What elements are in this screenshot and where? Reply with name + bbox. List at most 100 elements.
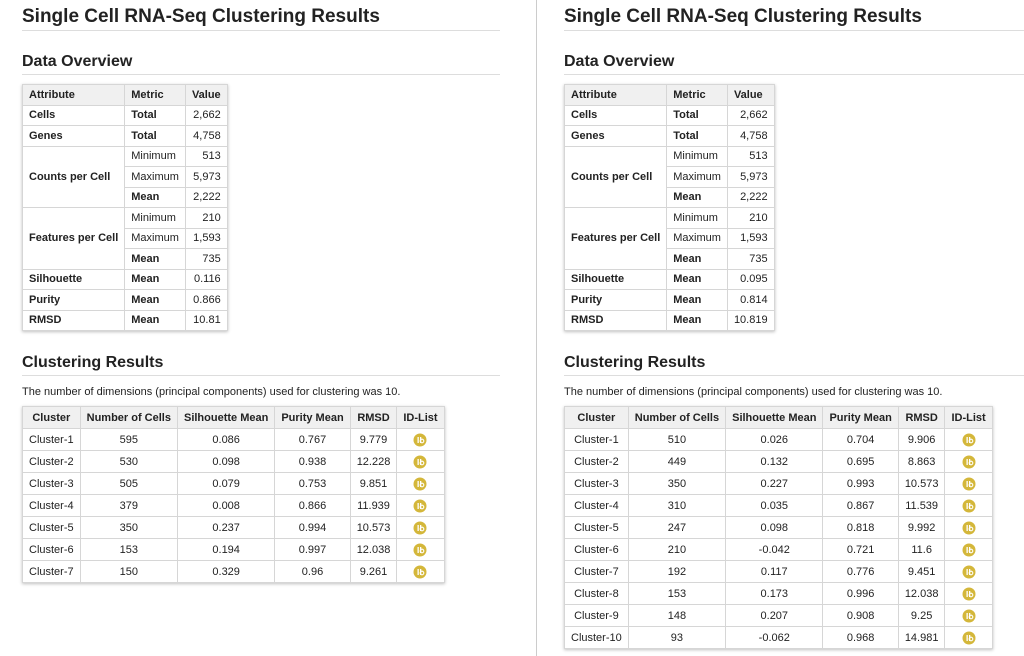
table-row: Features per Cell Minimum 210 (563, 207, 775, 270)
table-cell: 247 (627, 516, 727, 539)
column-header: Purity Mean (822, 406, 899, 429)
table-cell: 192 (627, 560, 727, 583)
value-cell: 2,662 (184, 104, 228, 126)
id-list-icon[interactable] (413, 433, 427, 447)
attribute-cell: Features per Cell (21, 207, 126, 270)
table-cell: 0.008 (176, 494, 276, 517)
table-row: Silhouette Mean 0.116 (21, 268, 228, 290)
id-list-icon[interactable] (962, 565, 976, 579)
id-list-cell (944, 604, 993, 627)
id-list-cell (396, 538, 445, 561)
table-row: Cluster-10 93 -0.062 0.968 14.981 (564, 626, 993, 649)
table-row: Silhouette Mean 0.095 (563, 268, 775, 290)
metric-cell: Minimum (124, 207, 186, 229)
column-header: Attribute (563, 84, 668, 106)
metric-cell: Minimum (666, 207, 728, 229)
table-cell: Cluster-4 (22, 494, 81, 517)
table-cell: 93 (627, 626, 727, 649)
table-cell: Cluster-10 (564, 626, 629, 649)
column-header: Silhouette Mean (176, 406, 276, 429)
table-row: Cluster-3 350 0.227 0.993 10.573 (564, 472, 993, 495)
metric-cell: Maximum (666, 166, 728, 188)
table-cell: 9.261 (349, 560, 398, 583)
table-cell: 449 (627, 450, 727, 473)
id-list-icon[interactable] (962, 521, 976, 535)
overview-table: Attribute Metric Value Cells Total 2,662 Genes… (21, 84, 228, 331)
id-list-icon[interactable] (962, 499, 976, 513)
id-list-icon[interactable] (413, 477, 427, 491)
metric-cell: Maximum (124, 166, 186, 188)
id-list-icon[interactable] (962, 543, 976, 557)
id-list-icon[interactable] (413, 565, 427, 579)
table-row: Cells Total 2,662 (563, 104, 775, 126)
table-cell: 210 (627, 538, 727, 561)
value-cell: 2,222 (184, 186, 228, 208)
id-list-cell (396, 450, 445, 473)
table-cell: Cluster-7 (22, 560, 81, 583)
value-cell: 735 (726, 248, 775, 270)
value-cell: 210 (184, 207, 228, 229)
value-cell: 1,593 (184, 227, 228, 249)
table-row: Purity Mean 0.814 (563, 289, 775, 311)
table-cell: 0.908 (822, 604, 899, 627)
table-cell: 0.993 (822, 472, 899, 495)
attribute-cell: Silhouette (21, 268, 126, 290)
table-cell: Cluster-5 (564, 516, 629, 539)
table-cell: 505 (79, 472, 178, 495)
id-list-icon[interactable] (962, 587, 976, 601)
column-header: RMSD (897, 406, 946, 429)
table-row: RMSD Mean 10.819 (563, 309, 775, 331)
table-cell: -0.062 (725, 626, 824, 649)
table-row: Counts per Cell Minimum 513 (563, 145, 775, 208)
column-header: Purity Mean (274, 406, 351, 429)
table-row: Cells Total 2,662 (21, 104, 228, 126)
id-list-icon[interactable] (962, 477, 976, 491)
table-row: Cluster-5 247 0.098 0.818 9.992 (564, 516, 993, 539)
metric-cell: Mean (124, 268, 186, 290)
id-list-icon[interactable] (962, 433, 976, 447)
id-list-icon[interactable] (413, 455, 427, 469)
table-row: Cluster-5 350 0.237 0.994 10.573 (22, 516, 445, 539)
id-list-icon[interactable] (413, 521, 427, 535)
table-cell: 9.779 (349, 428, 398, 451)
id-list-icon[interactable] (962, 609, 976, 623)
table-row: Cluster-1 510 0.026 0.704 9.906 (564, 428, 993, 451)
column-header: Value (184, 84, 228, 106)
attribute-cell: RMSD (21, 309, 126, 331)
header-row: Cluster Number of Cells Silhouette Mean Pur… (564, 406, 993, 429)
table-cell: 12.038 (349, 538, 398, 561)
table-cell: 12.038 (897, 582, 946, 605)
table-cell: 9.25 (897, 604, 946, 627)
overview-table: Attribute Metric Value Cells Total 2,662 Genes… (563, 84, 775, 331)
table-cell: 0.938 (274, 450, 351, 473)
table-cell: 153 (627, 582, 727, 605)
value-cell: 0.814 (726, 289, 775, 311)
note-text: The number of dimensions (principal comp… (22, 386, 401, 398)
id-list-icon[interactable] (962, 455, 976, 469)
table-cell: 350 (627, 472, 727, 495)
note-text: The number of dimensions (principal comp… (564, 386, 943, 398)
table-row: Mean 735 (565, 248, 775, 270)
table-cell: 0.776 (822, 560, 899, 583)
table-cell: 0.329 (176, 560, 276, 583)
value-cell: 1,593 (726, 227, 775, 249)
table-row: Cluster-3 505 0.079 0.753 9.851 (22, 472, 445, 495)
id-list-icon[interactable] (413, 499, 427, 513)
metric-cell: Total (666, 125, 728, 147)
metric-cell: Mean (124, 289, 186, 311)
attribute-cell: Cells (563, 104, 668, 126)
table-cell: 0.079 (176, 472, 276, 495)
id-list-cell (944, 626, 993, 649)
table-cell: 0.035 (725, 494, 824, 517)
table-cell: 350 (79, 516, 178, 539)
attribute-cell: Counts per Cell (21, 145, 126, 208)
table-cell: -0.042 (725, 538, 824, 561)
attribute-cell: Genes (563, 125, 668, 147)
table-cell: 0.173 (725, 582, 824, 605)
attribute-cell: Purity (21, 289, 126, 311)
id-list-icon[interactable] (962, 631, 976, 645)
table-cell: 0.996 (822, 582, 899, 605)
id-list-icon[interactable] (413, 543, 427, 557)
table-row: Cluster-2 530 0.098 0.938 12.228 (22, 450, 445, 473)
report-panel: Single Cell RNA-Seq Clustering Results Da… (21, 0, 500, 583)
